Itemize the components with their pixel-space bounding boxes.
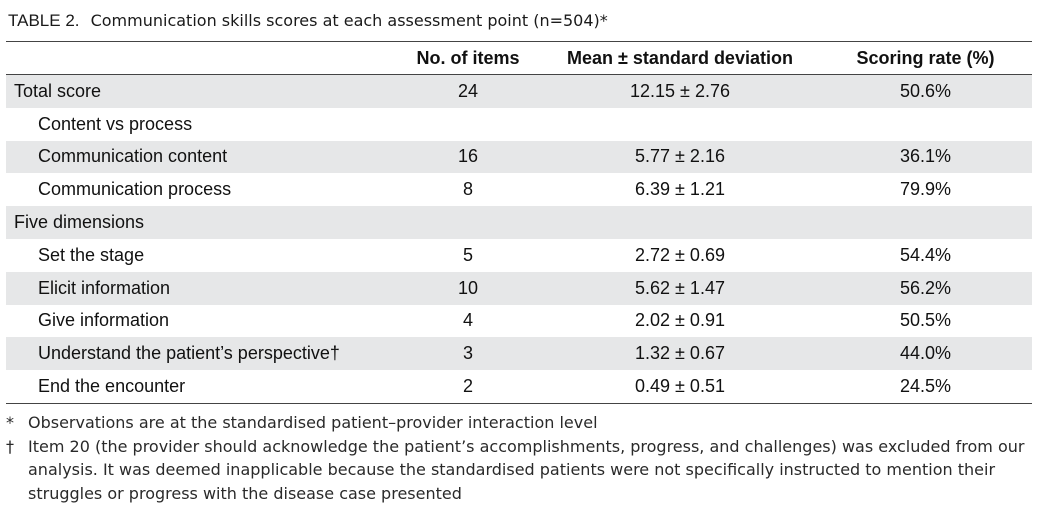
table-row: Total score 24 12.15 ± 2.76 50.6% — [6, 74, 1032, 108]
row-label: Set the stage — [38, 244, 145, 265]
scores-table-container: No. of items Mean ± standard deviation S… — [6, 41, 1032, 404]
row-mean: 5.62 ± 1.47 — [541, 271, 819, 305]
row-mean: 2.72 ± 0.69 — [635, 244, 725, 265]
table-row: Elicit information 10 5.62 ± 1.47 56.2% — [6, 271, 1032, 305]
row-label: Five dimensions — [6, 206, 395, 239]
row-items — [395, 206, 541, 239]
row-rate — [819, 206, 1032, 239]
table-row: Understand the patient’s perspective† 3 … — [6, 337, 1032, 371]
row-items: 16 — [395, 140, 541, 174]
footnote-text: Item 20 (the provider should acknowledge… — [28, 436, 1025, 503]
header-items: No. of items — [395, 42, 541, 75]
row-label: End the encounter — [38, 376, 186, 397]
footnote-symbol: † — [6, 436, 14, 456]
row-label: Total score — [6, 74, 395, 108]
row-items: 5 — [462, 244, 473, 265]
table-row: End the encounter 2 0.49 ± 0.51 24.5% — [6, 370, 1032, 403]
row-mean: 5.77 ± 2.16 — [541, 140, 819, 174]
table-row: Communication process 8 6.39 ± 1.21 79.9… — [6, 173, 1032, 206]
table-title: Communication skills scores at each asse… — [90, 11, 608, 30]
row-mean: 0.49 ± 0.51 — [635, 376, 725, 397]
table-row: Communication content 16 5.77 ± 2.16 36.… — [6, 140, 1032, 174]
row-mean: 2.02 ± 0.91 — [635, 310, 725, 331]
row-label: Give information — [38, 310, 170, 331]
row-label: Elicit information — [6, 271, 395, 305]
row-items: 24 — [395, 74, 541, 108]
table-row: Give information 4 2.02 ± 0.91 50.5% — [6, 305, 1032, 338]
footnote: † Item 20 (the provider should acknowled… — [6, 435, 1036, 506]
row-label: Content vs process — [38, 113, 193, 134]
footnote-text: Observations are at the standardised pat… — [28, 413, 598, 432]
row-rate: 50.6% — [819, 74, 1032, 108]
footnotes: * Observations are at the standardised p… — [6, 411, 1036, 505]
table-caption: TABLE 2. Communication skills scores at … — [8, 8, 608, 34]
row-label: Communication content — [6, 140, 395, 174]
row-mean: 12.15 ± 2.76 — [541, 74, 819, 108]
row-rate: 54.4% — [899, 244, 952, 265]
row-mean — [541, 206, 819, 239]
row-rate: 24.5% — [899, 376, 952, 397]
row-items: 8 — [462, 179, 473, 200]
row-rate: 44.0% — [819, 337, 1032, 371]
row-mean: 6.39 ± 1.21 — [635, 179, 725, 200]
footnote: * Observations are at the standardised p… — [6, 411, 1036, 435]
header-label — [6, 42, 395, 75]
scores-table: No. of items Mean ± standard deviation S… — [6, 42, 1032, 403]
row-rate: 36.1% — [819, 140, 1032, 174]
header-row: No. of items Mean ± standard deviation S… — [6, 42, 1032, 75]
row-items: 10 — [395, 271, 541, 305]
table-row: Five dimensions — [6, 206, 1032, 239]
row-items: 3 — [395, 337, 541, 371]
table-number: TABLE 2. — [8, 11, 80, 30]
header-mean: Mean ± standard deviation — [541, 42, 819, 75]
row-mean — [541, 108, 819, 141]
row-items — [395, 108, 541, 141]
row-rate: 79.9% — [899, 179, 952, 200]
row-label: Understand the patient’s perspective† — [6, 337, 395, 371]
row-label: Communication process — [38, 179, 232, 200]
row-mean: 1.32 ± 0.67 — [541, 337, 819, 371]
header-rate: Scoring rate (%) — [819, 42, 1032, 75]
row-rate: 56.2% — [819, 271, 1032, 305]
row-rate: 50.5% — [899, 310, 952, 331]
footnote-symbol: * — [6, 413, 14, 432]
table-row: Content vs process — [6, 108, 1032, 141]
row-items: 4 — [462, 310, 473, 331]
row-items: 2 — [462, 376, 473, 397]
row-rate — [819, 108, 1032, 141]
table-row: Set the stage 5 2.72 ± 0.69 54.4% — [6, 239, 1032, 272]
